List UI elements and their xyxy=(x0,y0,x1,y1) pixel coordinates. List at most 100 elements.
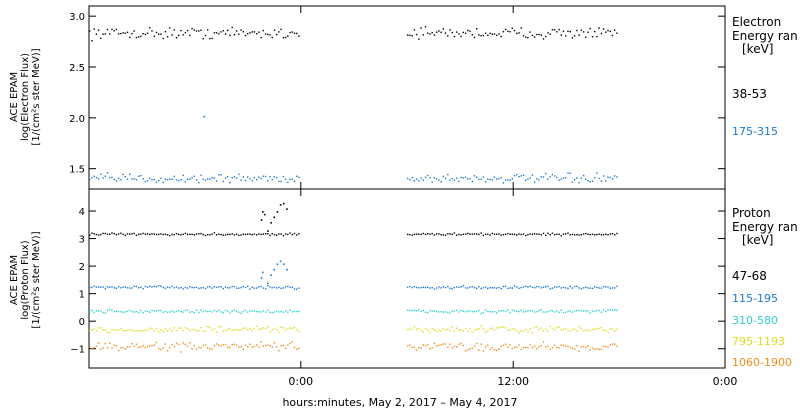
data-point xyxy=(149,327,151,330)
data-point xyxy=(504,343,507,345)
data-point xyxy=(213,309,216,312)
data-point xyxy=(164,178,167,180)
data-point xyxy=(155,31,158,34)
electron-legend-title-3: [keV] xyxy=(742,42,773,56)
data-point xyxy=(247,346,249,348)
data-point xyxy=(166,330,169,332)
data-point xyxy=(531,310,534,312)
data-point xyxy=(204,234,207,237)
data-point xyxy=(95,177,98,179)
data-point xyxy=(440,31,442,33)
data-point xyxy=(473,233,476,235)
data-point xyxy=(409,344,411,346)
data-point xyxy=(109,33,111,35)
data-point xyxy=(162,330,164,333)
data-point xyxy=(602,309,605,311)
data-point xyxy=(240,234,242,236)
data-point xyxy=(487,34,489,36)
data-point xyxy=(131,287,133,289)
data-point xyxy=(594,286,596,288)
data-point xyxy=(211,287,213,289)
y-tick-label: 1.5 xyxy=(69,165,85,176)
data-point xyxy=(407,328,409,331)
data-point xyxy=(280,344,282,347)
data-point xyxy=(256,33,258,35)
data-point xyxy=(244,179,247,182)
data-point xyxy=(578,325,580,328)
data-point xyxy=(611,178,614,180)
data-point xyxy=(509,344,511,346)
data-point xyxy=(238,234,240,237)
data-point xyxy=(507,232,509,235)
data-point xyxy=(273,311,276,313)
data-point xyxy=(493,329,496,331)
data-point xyxy=(538,328,540,331)
data-point xyxy=(602,28,605,30)
data-point xyxy=(144,285,147,288)
data-point xyxy=(520,348,522,351)
data-point xyxy=(616,328,618,330)
data-point xyxy=(600,326,603,329)
data-point xyxy=(146,180,149,182)
data-point xyxy=(140,233,142,235)
data-point xyxy=(111,309,113,311)
data-point xyxy=(211,177,213,179)
data-point xyxy=(89,330,91,332)
data-point xyxy=(527,234,529,236)
data-point xyxy=(222,344,224,346)
data-point xyxy=(247,176,249,178)
data-point xyxy=(456,177,458,179)
data-point xyxy=(433,34,436,36)
data-point xyxy=(184,286,187,289)
data-point xyxy=(189,233,191,235)
data-point xyxy=(498,233,500,235)
data-point xyxy=(276,329,278,331)
data-point xyxy=(256,310,258,313)
data-point xyxy=(89,343,91,345)
data-point xyxy=(458,233,460,236)
data-point xyxy=(580,29,582,31)
event-point xyxy=(260,277,263,279)
data-point xyxy=(195,179,198,181)
data-point xyxy=(438,233,440,235)
data-point xyxy=(493,311,496,313)
data-point xyxy=(244,233,247,236)
data-point xyxy=(447,233,449,235)
data-point xyxy=(447,346,449,348)
data-point xyxy=(251,286,253,288)
data-point xyxy=(424,233,427,236)
data-point xyxy=(578,287,580,289)
data-point xyxy=(518,287,520,289)
data-point xyxy=(186,345,189,347)
data-point xyxy=(431,347,433,349)
data-point xyxy=(589,312,591,314)
data-point xyxy=(247,329,249,331)
data-point xyxy=(180,234,182,236)
data-point xyxy=(456,286,458,288)
data-point xyxy=(211,329,213,331)
data-point xyxy=(253,31,256,33)
data-point xyxy=(229,327,231,329)
data-point xyxy=(291,31,293,33)
data-point xyxy=(191,348,193,350)
data-point xyxy=(146,310,149,313)
data-point xyxy=(549,33,551,35)
data-point xyxy=(256,287,258,289)
data-point xyxy=(198,287,200,290)
data-point xyxy=(117,33,120,35)
data-point xyxy=(480,178,482,181)
data-point xyxy=(598,287,600,289)
data-point xyxy=(115,329,118,332)
data-point xyxy=(438,30,440,32)
data-point xyxy=(476,28,478,30)
data-point xyxy=(140,175,142,177)
data-point xyxy=(256,325,258,327)
data-point xyxy=(291,311,293,313)
data-point xyxy=(580,310,582,312)
data-point xyxy=(251,310,253,312)
data-point xyxy=(158,309,160,312)
data-point xyxy=(189,34,191,37)
data-point xyxy=(522,35,525,37)
data-point xyxy=(175,342,178,344)
data-point xyxy=(456,327,458,329)
